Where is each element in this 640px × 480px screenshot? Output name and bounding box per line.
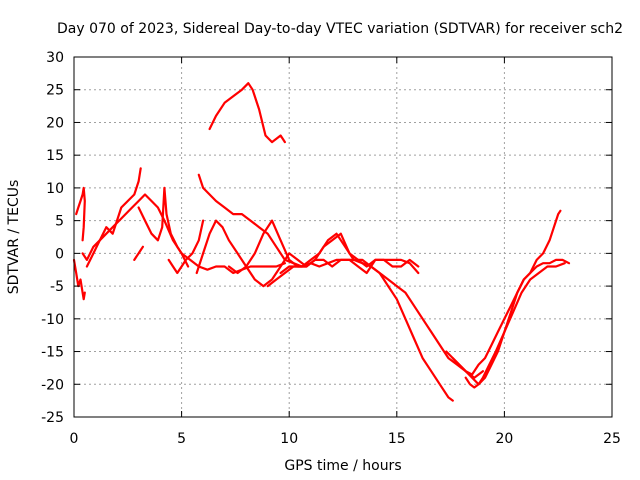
- y-tick-label: 15: [46, 148, 64, 164]
- y-tick-label: 0: [55, 246, 64, 262]
- series-arc-13: [279, 232, 420, 275]
- grid: [74, 57, 612, 417]
- series-arc-11: [227, 219, 420, 275]
- x-axis-label: GPS time / hours: [284, 458, 401, 474]
- x-tick-label: 0: [70, 431, 79, 447]
- y-tick-label: -15: [41, 345, 64, 361]
- series-arc-6: [137, 186, 286, 275]
- series-arc-7: [167, 219, 205, 275]
- series-arc-14: [451, 258, 571, 386]
- y-axis-label: SDTVAR / TECUs: [6, 180, 22, 295]
- y-tick-label: 5: [55, 214, 64, 230]
- series-arc-4: [85, 167, 142, 268]
- chart-title: Day 070 of 2023, Sidereal Day-to-day VTE…: [57, 21, 623, 37]
- x-tick-label: 25: [603, 431, 621, 447]
- x-tick-label: 5: [177, 431, 186, 447]
- y-tick-label: 25: [46, 83, 64, 99]
- series-arc-3: [81, 193, 190, 268]
- y-tick-label: -10: [41, 312, 64, 328]
- x-tick-label: 15: [388, 431, 406, 447]
- axis-ticks: 0 5 10 15 20 25 -25 -20 -15 -10 -5 0 5 10 15 20 25 30: [41, 50, 621, 447]
- x-tick-label: 20: [495, 431, 513, 447]
- series-arc-9: [197, 173, 454, 402]
- y-tick-label: 20: [46, 115, 64, 131]
- series-arc-15: [445, 209, 562, 376]
- series-arc-10: [208, 82, 286, 144]
- y-tick-label: 10: [46, 181, 64, 197]
- series-arc-5: [133, 245, 144, 261]
- y-tick-label: 30: [46, 50, 64, 66]
- plot-frame: [73, 56, 613, 418]
- y-tick-label: -20: [41, 377, 64, 393]
- series-arc-2: [75, 186, 86, 242]
- series-arc-8: [195, 219, 308, 288]
- data-series: [72, 82, 571, 402]
- y-tick-label: -5: [50, 279, 64, 295]
- x-tick-label: 10: [280, 431, 298, 447]
- series-arc-16: [464, 262, 566, 389]
- series-arc-1: [72, 258, 86, 301]
- y-tick-label: -25: [41, 410, 64, 426]
